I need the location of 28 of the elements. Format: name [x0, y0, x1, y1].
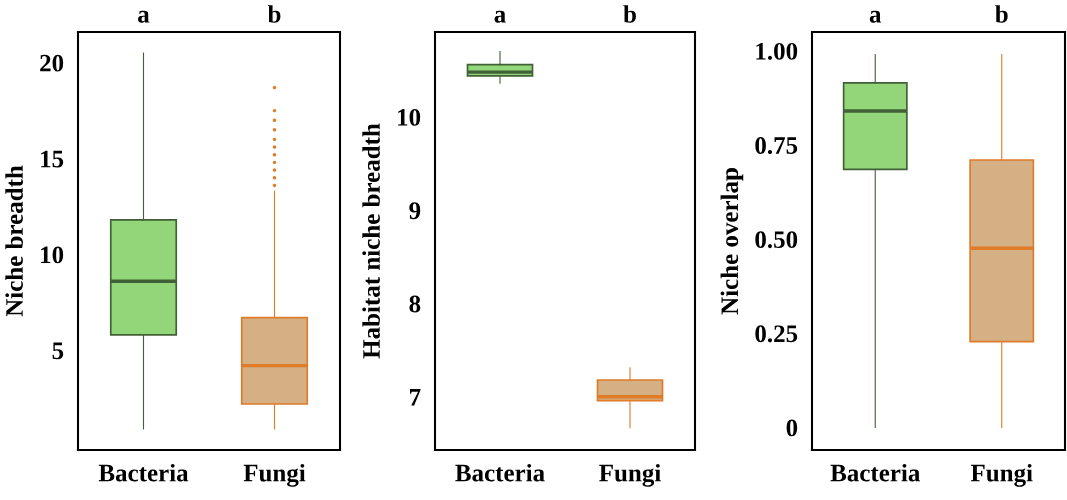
- x-tick-label: Bacteria: [830, 463, 920, 482]
- x-tick-label: Fungi: [243, 463, 306, 487]
- x-tick-label: Fungi: [970, 463, 1033, 487]
- y-axis-title: Habitat niche breadth: [362, 123, 380, 359]
- y-tick-label: 0.75: [755, 137, 798, 154]
- x-tick-label: Fungi: [599, 463, 661, 487]
- x-tick-label: Bacteria: [455, 463, 545, 482]
- text: a: [494, 10, 506, 23]
- x-tick-label: Bacteria: [98, 463, 189, 482]
- y-axis-title: Niche breadth: [5, 165, 23, 317]
- y-tick-label: 7: [410, 389, 421, 406]
- text: b: [623, 5, 636, 23]
- y-axis-title: Niche overlap: [720, 168, 744, 315]
- y-tick-label: 0.25: [755, 325, 798, 343]
- y-tick-label: 5: [52, 342, 64, 360]
- text: b: [995, 5, 1008, 23]
- text: a: [869, 10, 882, 23]
- y-tick-label: 9: [409, 202, 421, 220]
- y-tick-label: 10: [398, 108, 421, 126]
- y-tick-label: 10: [41, 246, 64, 264]
- y-tick-label: 0.50: [755, 231, 798, 249]
- y-tick-label: 15: [41, 150, 64, 168]
- y-tick-label: 1.00: [756, 42, 798, 60]
- y-tick-label: 0: [786, 419, 798, 437]
- text: a: [138, 10, 150, 23]
- y-tick-label: 20: [40, 54, 64, 72]
- y-tick-label: 8: [409, 295, 421, 313]
- text: b: [267, 5, 281, 23]
